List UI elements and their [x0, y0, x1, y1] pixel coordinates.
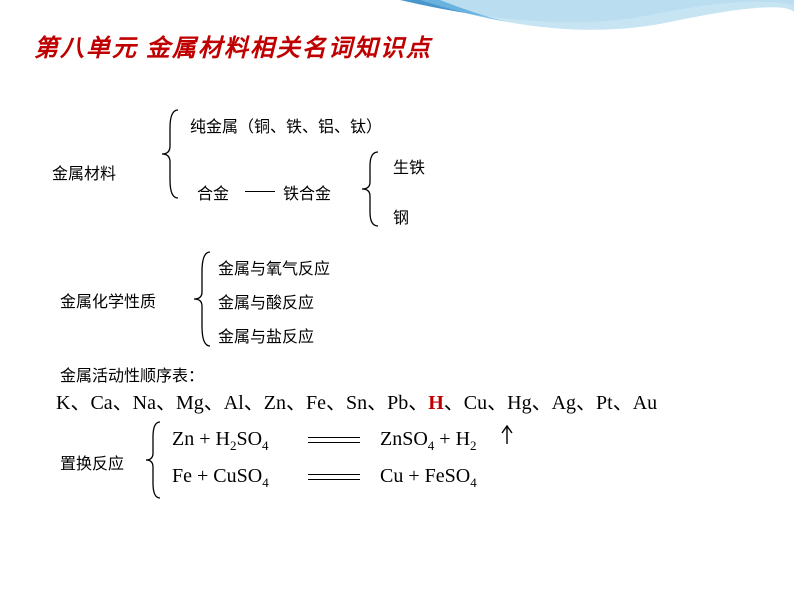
series-pre: K、Ca、Na、Mg、Al、Zn、Fe、Sn、Pb、 — [56, 392, 428, 414]
eq2-sub2: 4 — [470, 475, 477, 490]
tree2-root: 金属化学性质 — [60, 288, 156, 312]
brace-icon — [160, 108, 184, 200]
equation-2: Fe + CuSO4 — [172, 465, 269, 491]
connector-line — [245, 191, 275, 192]
eq2-sub1: 4 — [262, 475, 269, 490]
eq1-sub2: 4 — [262, 438, 269, 453]
eq1-rhs: ZnSO — [380, 428, 428, 450]
activity-label: 金属活动性顺序表： — [60, 362, 204, 386]
equation-1: Zn + H2SO4 — [172, 428, 269, 454]
series-post: 、Cu、Hg、Ag、Pt、Au — [444, 392, 657, 414]
eq2-lhs: Fe + CuSO — [172, 465, 262, 487]
eq-line — [308, 442, 360, 443]
tree2-b3: 金属与盐反应 — [218, 323, 314, 347]
tree1-branch-alloy: 合金 — [197, 180, 229, 204]
tree2-b2: 金属与酸反应 — [218, 289, 314, 313]
gas-arrow-icon — [500, 424, 514, 446]
series-h: H — [428, 392, 444, 414]
tree1-leaf-steel: 钢 — [393, 204, 409, 228]
equation-1-rhs: ZnSO4 + H2 — [380, 428, 477, 454]
brace-icon — [144, 420, 166, 500]
eq1-sub4: 2 — [470, 438, 477, 453]
tree1-branch-pure: 纯金属（铜、铁、铝、钛） — [190, 113, 382, 137]
eq-line — [308, 479, 360, 480]
eq-line — [308, 474, 360, 475]
equation-2-rhs: Cu + FeSO4 — [380, 465, 477, 491]
tree1-root: 金属材料 — [52, 160, 116, 184]
tree1-iron-alloy: 铁合金 — [283, 180, 331, 204]
reactions-root: 置换反应 — [60, 450, 124, 474]
eq2-rhs: Cu + FeSO — [380, 465, 470, 487]
eq-line — [308, 437, 360, 438]
page-title: 第八单元 金属材料相关名词知识点 — [34, 28, 432, 63]
eq1-lhs: Zn + H — [172, 428, 230, 450]
activity-series: K、Ca、Na、Mg、Al、Zn、Fe、Sn、Pb、H、Cu、Hg、Ag、Pt、… — [56, 386, 657, 415]
eq1-plus: + H — [434, 428, 470, 450]
tree2-b1: 金属与氧气反应 — [218, 255, 330, 279]
eq1-mid: SO — [236, 428, 262, 450]
brace-icon — [192, 250, 216, 348]
brace-icon — [360, 150, 384, 228]
tree1-leaf-pig-iron: 生铁 — [393, 154, 425, 178]
